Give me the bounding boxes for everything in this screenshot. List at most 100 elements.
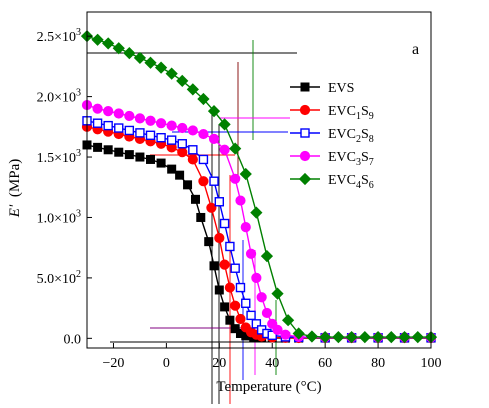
y-tick-label: 0.0 xyxy=(64,332,82,347)
data-point xyxy=(267,330,277,341)
data-point xyxy=(299,150,311,162)
data-point xyxy=(198,176,209,187)
data-point xyxy=(319,331,332,344)
data-point xyxy=(209,261,219,271)
data-point xyxy=(241,298,251,308)
data-point xyxy=(214,285,224,295)
data-point xyxy=(218,118,231,131)
data-point xyxy=(261,307,273,319)
data-point xyxy=(166,135,177,145)
data-point xyxy=(198,154,209,165)
data-point xyxy=(208,133,220,145)
data-point xyxy=(358,331,371,344)
panel-letter: a xyxy=(412,41,419,58)
legend-item: EVC3S7 xyxy=(290,150,374,168)
data-point xyxy=(300,128,310,138)
data-point xyxy=(292,327,305,340)
y-axis-title: E' (MPa) xyxy=(7,159,23,218)
data-point xyxy=(146,154,156,164)
y-tick-label: 1.0×103 xyxy=(37,208,81,226)
legend-label: EVC4S6 xyxy=(328,173,374,191)
data-point xyxy=(177,139,187,149)
data-point xyxy=(385,331,398,344)
data-point xyxy=(282,314,295,327)
data-point xyxy=(124,150,134,160)
data-point xyxy=(239,167,252,181)
x-tick-label: −20 xyxy=(103,356,125,371)
data-point xyxy=(112,42,125,55)
data-point xyxy=(190,194,200,204)
data-point xyxy=(188,145,198,155)
legend-item: EVC4S6 xyxy=(290,172,374,191)
data-point xyxy=(251,319,262,329)
legend-label: EVS xyxy=(328,81,354,96)
data-point xyxy=(114,147,124,157)
data-point xyxy=(165,67,178,80)
data-point xyxy=(93,142,103,152)
data-point xyxy=(235,282,246,293)
data-point xyxy=(175,170,185,180)
data-point xyxy=(156,132,166,143)
series-line xyxy=(86,144,431,339)
data-point xyxy=(92,103,103,114)
y-tick-label: 2.0×103 xyxy=(37,88,81,106)
data-point xyxy=(103,120,113,131)
data-point xyxy=(124,125,135,136)
legend-label: EVC2S8 xyxy=(328,127,374,145)
data-point xyxy=(187,125,198,136)
data-point xyxy=(260,250,274,263)
data-point xyxy=(177,147,188,158)
data-point xyxy=(92,118,103,128)
data-point xyxy=(398,331,411,344)
series-evs xyxy=(82,140,436,343)
data-point xyxy=(206,202,217,213)
series-layer xyxy=(80,30,438,344)
data-point xyxy=(183,180,193,190)
data-point xyxy=(134,113,146,124)
data-point xyxy=(229,142,242,155)
data-point xyxy=(114,123,124,133)
data-point xyxy=(123,46,136,60)
data-point xyxy=(209,176,219,186)
data-point xyxy=(225,315,235,325)
series-evc3s7 xyxy=(81,99,437,343)
data-point xyxy=(272,324,283,335)
data-point xyxy=(167,164,177,174)
data-point xyxy=(145,130,156,140)
y-tick-label: 2.5×103 xyxy=(37,27,81,45)
data-point xyxy=(166,120,177,131)
y-tick-label: 1.5×103 xyxy=(37,148,81,166)
data-point xyxy=(299,104,311,116)
data-point xyxy=(144,56,157,69)
series-line xyxy=(86,35,431,338)
data-point xyxy=(305,330,319,343)
data-point xyxy=(230,173,241,184)
legend-item: EVC1S9 xyxy=(290,104,374,122)
data-point xyxy=(133,51,147,65)
data-point xyxy=(91,33,104,46)
y-axis-title-unit: (MPa) xyxy=(7,159,23,197)
x-tick-label: 60 xyxy=(318,356,332,371)
data-point xyxy=(250,206,263,219)
data-point xyxy=(300,82,310,92)
data-point xyxy=(214,232,225,244)
data-point xyxy=(220,302,230,312)
data-point xyxy=(256,292,267,303)
data-point xyxy=(240,222,251,233)
data-point xyxy=(230,263,240,273)
x-axis-title: Temperature (°C) xyxy=(216,379,321,395)
x-tick-label: 100 xyxy=(421,356,442,371)
plot-area-frame xyxy=(86,11,432,349)
data-point xyxy=(187,154,198,165)
y-axis: 0.0 5.0×102 1.0×103 1.5×103 2.0×103 2.5×103 xyxy=(37,27,92,347)
data-point xyxy=(156,158,166,168)
data-point xyxy=(204,237,214,247)
svg-text:E' (MPa): E' (MPa) xyxy=(7,159,23,218)
data-point xyxy=(230,300,241,311)
data-point xyxy=(113,108,124,119)
data-point xyxy=(245,248,257,259)
legend-label: EVC3S7 xyxy=(328,150,374,168)
data-point xyxy=(230,324,240,334)
data-point xyxy=(145,115,156,126)
